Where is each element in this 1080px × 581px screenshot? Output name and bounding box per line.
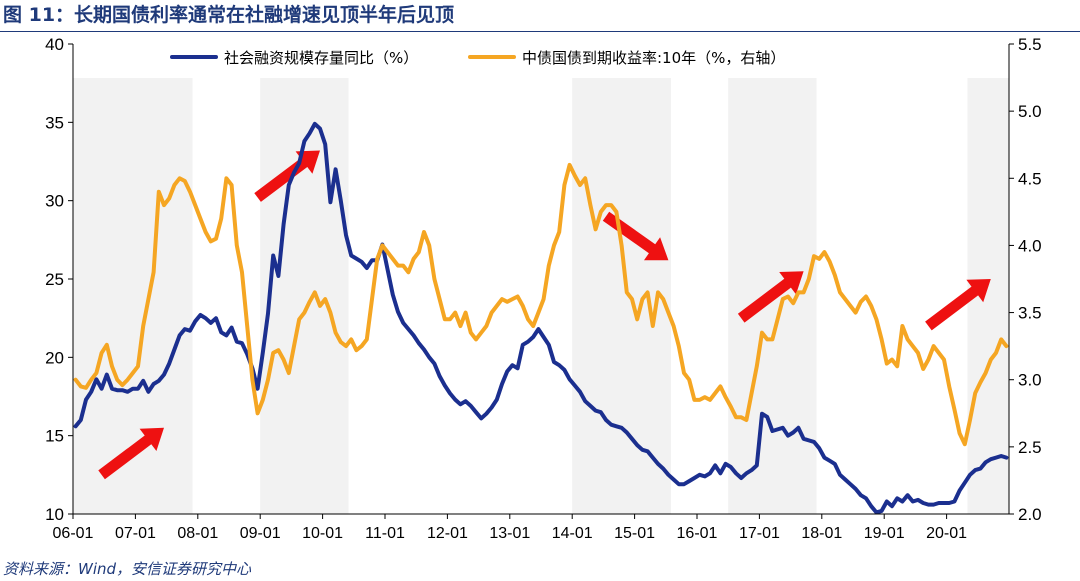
x-tick-label: 16-01 (677, 525, 718, 542)
x-tick-label: 09-01 (240, 525, 281, 542)
x-tick-label: 17-01 (739, 525, 780, 542)
trend-arrow-4 (737, 271, 804, 323)
y-left-tick-label: 35 (45, 113, 64, 132)
x-tick-label: 06-01 (53, 525, 94, 542)
x-tick-label: 15-01 (614, 525, 655, 542)
x-tick-label: 18-01 (801, 525, 842, 542)
legend: 社会融资规模存量同比（%） 中债国债到期收益率:10年（%，右轴） (170, 49, 785, 67)
x-tick-label: 08-01 (177, 525, 218, 542)
y-right-tick-label: 5.0 (1018, 102, 1042, 121)
y-right-tick-label: 2.5 (1018, 438, 1042, 457)
x-tick-label: 07-01 (115, 525, 156, 542)
shaded-period-3 (572, 78, 671, 514)
y-left-tick-label: 30 (45, 192, 64, 211)
y-left-tick-label: 40 (45, 35, 64, 54)
trend-arrow-2 (254, 150, 320, 202)
source-note: 资料来源：Wind，安信证券研究中心 (3, 560, 252, 578)
series-lines (73, 121, 1009, 515)
x-tick-label: 20-01 (926, 525, 967, 542)
y-right-tick-label: 3.5 (1018, 304, 1042, 323)
y-right-tick-label: 2.0 (1018, 505, 1042, 524)
shaded-period-2 (260, 78, 349, 514)
y-right-tick-label: 4.5 (1018, 169, 1042, 188)
y-left-tick-label: 25 (45, 270, 64, 289)
title-rule (0, 31, 1080, 32)
x-tick-label: 13-01 (489, 525, 530, 542)
y-left-tick-label: 15 (45, 427, 64, 446)
x-tick-label: 11-01 (365, 525, 405, 542)
y-right-tick-label: 5.5 (1018, 35, 1042, 54)
y-left-tick-label: 10 (45, 505, 64, 524)
shaded-periods (73, 78, 1009, 514)
legend-label-2: 中债国债到期收益率:10年（%，右轴） (522, 49, 785, 67)
y-left-tick-label: 20 (45, 348, 64, 367)
x-tick-label: 19-01 (864, 525, 905, 542)
y-right-tick-label: 4.0 (1018, 236, 1042, 255)
trend-arrow-1 (98, 427, 164, 480)
shaded-period-1 (73, 78, 193, 514)
y-right-tick-label: 3.0 (1018, 371, 1042, 390)
x-tick-label: 12-01 (427, 525, 468, 542)
chart-axes: 10 15 20 25 30 35 40 2.0 2.5 3.0 3.5 4.0 4.5 5.0 5.5 06… (45, 35, 1042, 542)
series-line-bond-yield (73, 162, 1009, 447)
trend-arrow-5 (925, 279, 991, 331)
figure-title: 图 11：长期国债利率通常在社融增速见顶半年后见顶 (3, 4, 455, 26)
series-line-tsf-growth (73, 121, 1009, 515)
x-tick-label: 10-01 (302, 525, 343, 542)
legend-label-1: 社会融资规模存量同比（%） (224, 49, 418, 67)
x-tick-label: 14-01 (552, 525, 593, 542)
